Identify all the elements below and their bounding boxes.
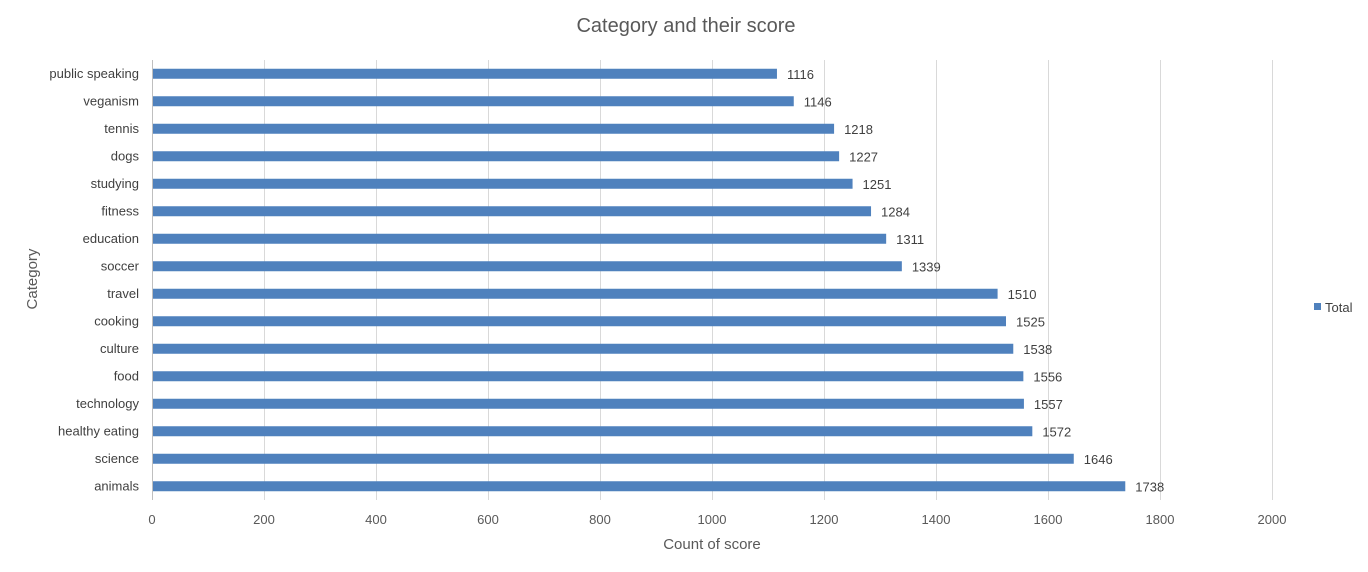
category-label: food <box>114 368 139 383</box>
bar <box>153 151 840 162</box>
category-label: soccer <box>101 258 140 273</box>
category-labels: public speaking veganism tennis dogs studyin… <box>49 66 139 494</box>
category-label: public speaking <box>49 66 139 81</box>
bar <box>153 398 1024 409</box>
data-label: 1116 <box>787 67 814 82</box>
category-label: culture <box>100 341 139 356</box>
x-tick-label: 400 <box>365 512 387 527</box>
x-tick-labels: 0 200 400 600 800 1000 1200 1400 1600 1800 2000 <box>148 512 1286 527</box>
data-label: 1738 <box>1135 479 1164 494</box>
data-label: 1525 <box>1016 314 1045 329</box>
bars: 1116 1146 1218 1227 1251 1284 1311 1339 1510 1525… <box>153 67 1164 494</box>
data-label: 1311 <box>896 232 924 247</box>
category-label: tennis <box>104 121 139 136</box>
bar <box>153 343 1014 354</box>
x-tick-label: 0 <box>148 512 155 527</box>
x-tick-label: 200 <box>253 512 275 527</box>
data-label: 1218 <box>844 122 873 137</box>
data-label: 1538 <box>1023 342 1052 357</box>
legend: Total <box>1314 300 1353 315</box>
y-axis-title: Category <box>24 248 41 309</box>
category-label: cooking <box>94 313 139 328</box>
x-tick-label: 1200 <box>810 512 839 527</box>
bar <box>153 261 902 272</box>
category-label: healthy eating <box>58 423 139 438</box>
category-label: dogs <box>111 148 140 163</box>
x-tick-label: 1600 <box>1034 512 1063 527</box>
x-tick-label: 1800 <box>1146 512 1175 527</box>
bar <box>153 123 835 134</box>
bar <box>153 206 872 217</box>
x-axis-title: Count of score <box>663 536 761 553</box>
x-tick-label: 600 <box>477 512 499 527</box>
data-label: 1284 <box>881 204 910 219</box>
bar <box>153 371 1024 382</box>
data-label: 1557 <box>1034 397 1063 412</box>
data-label: 1251 <box>863 177 892 192</box>
bar <box>153 288 998 299</box>
data-label: 1572 <box>1042 424 1071 439</box>
x-tick-label: 800 <box>589 512 611 527</box>
category-label: fitness <box>101 203 139 218</box>
chart-title: Category and their score <box>576 15 795 37</box>
category-label: technology <box>76 396 139 411</box>
bar <box>153 178 853 189</box>
category-label: studying <box>91 176 139 191</box>
category-label: veganism <box>83 93 139 108</box>
category-label: science <box>95 451 139 466</box>
data-label: 1646 <box>1084 452 1113 467</box>
data-label: 1146 <box>804 94 832 109</box>
category-label: travel <box>107 286 139 301</box>
category-label: animals <box>94 478 139 493</box>
bar <box>153 453 1074 464</box>
x-tick-label: 2000 <box>1258 512 1287 527</box>
bar <box>153 426 1033 437</box>
bar <box>153 96 794 107</box>
x-tick-label: 1000 <box>698 512 727 527</box>
data-label: 1556 <box>1033 369 1062 384</box>
bar <box>153 68 777 79</box>
legend-swatch <box>1314 303 1321 310</box>
data-label: 1510 <box>1008 287 1037 302</box>
bar <box>153 316 1006 327</box>
data-label: 1339 <box>912 259 941 274</box>
legend-label: Total <box>1325 300 1353 315</box>
x-tick-label: 1400 <box>922 512 951 527</box>
data-label: 1227 <box>849 149 878 164</box>
bar <box>153 233 887 244</box>
bar <box>153 481 1126 492</box>
category-label: education <box>83 231 139 246</box>
